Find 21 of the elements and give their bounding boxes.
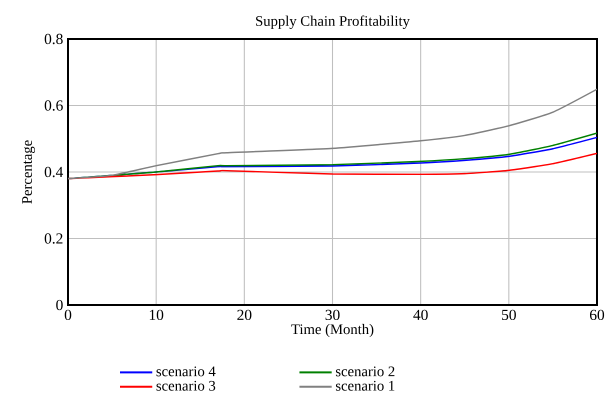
x-tick-label: 20 <box>237 310 252 320</box>
y-tick-label: 0.6 <box>44 100 63 111</box>
y-tick-label: 0.8 <box>44 34 63 44</box>
x-tick-label: 40 <box>413 310 428 320</box>
y-tick-label: 0.2 <box>44 233 62 244</box>
line-series <box>68 152 597 180</box>
y-axis-title: Percentage <box>22 140 35 204</box>
x-tick-label: 50 <box>502 310 516 320</box>
legend-label: scenario 1 <box>336 380 394 391</box>
x-tick-label: 30 <box>326 310 340 320</box>
x-tick-label: 0 <box>64 310 72 320</box>
legend-label: scenario 2 <box>336 366 394 376</box>
chart-title: Supply Chain Profitability <box>256 15 410 29</box>
x-tick-label: 60 <box>590 310 604 320</box>
y-tick-label: 0.4 <box>44 166 64 178</box>
legend-label: scenario 4 <box>156 366 216 376</box>
legend-label: scenario 3 <box>156 380 216 391</box>
x-axis-title: Time (Month) <box>291 324 374 338</box>
line-series <box>68 88 597 180</box>
x-tick-label: 10 <box>150 310 164 320</box>
y-tick-label: 0 <box>56 300 63 310</box>
